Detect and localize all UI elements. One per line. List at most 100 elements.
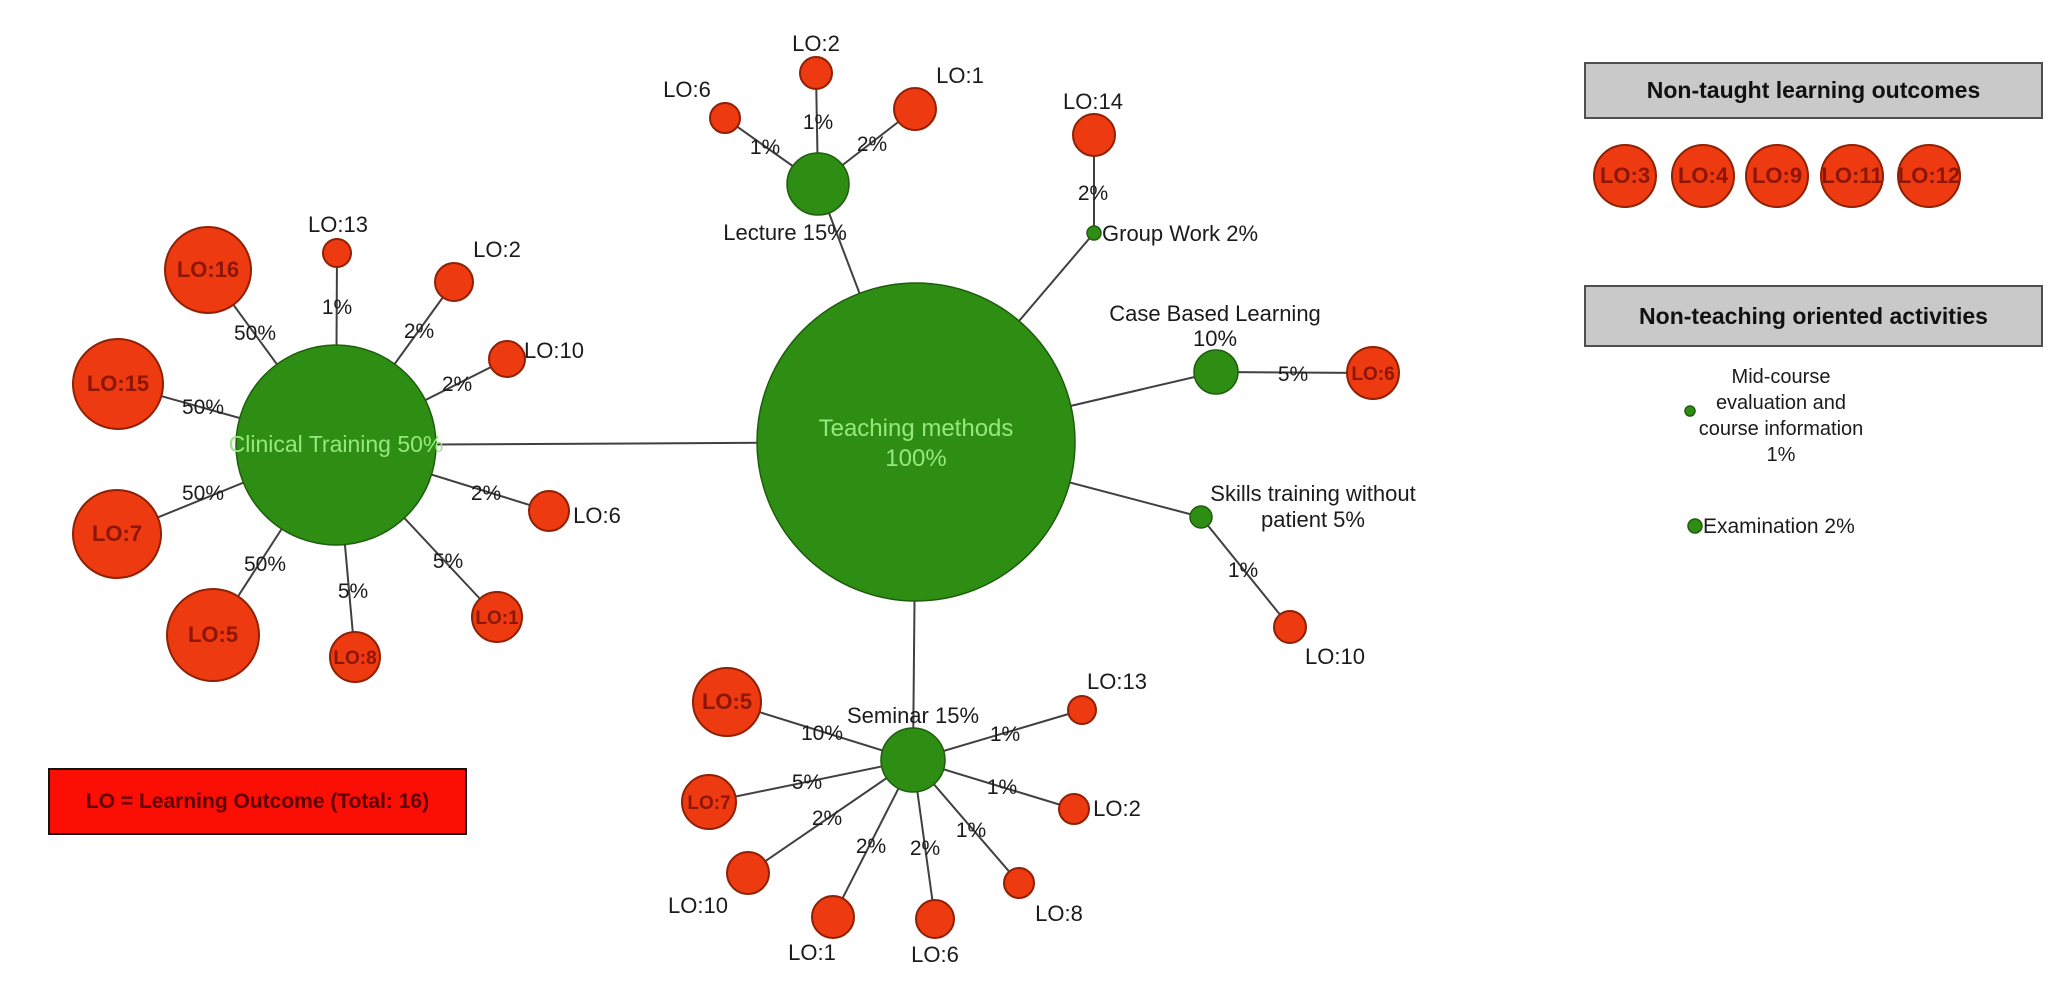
edge-percent-label-27: 1% [956, 819, 986, 842]
examination-label: Examination 2% [1703, 515, 1855, 538]
lecture-lo1-node [893, 87, 937, 131]
group-work-label: Group Work 2% [1102, 221, 1258, 246]
clinical-lo1-label: LO:1 [475, 608, 519, 629]
edge-percent-label-14: 2% [857, 133, 887, 156]
edge-23 [708, 759, 914, 803]
seminar-lo10-label: LO:10 [668, 893, 728, 918]
edge-percent-label-22: 10% [801, 722, 843, 745]
edge-percent-label-0: 50% [234, 322, 276, 345]
seminar-lo7-label: LO:7 [687, 793, 730, 814]
clinical-lo6-node [528, 490, 570, 532]
teaching-methods-node [756, 282, 1076, 602]
lecture-label: Lecture 15% [723, 220, 847, 245]
seminar-lo5-label: LO:5 [702, 689, 752, 714]
clinical-lo5-node [166, 588, 260, 682]
mid-course-label-line-2: course information [1699, 418, 1864, 440]
edge-percent-label-13: 1% [803, 111, 833, 134]
clinical-lo7-node [72, 489, 162, 579]
clinical-training-label: Clinical Training 50% [229, 431, 444, 457]
legend-box: LO = Learning Outcome (Total: 16) [48, 768, 467, 835]
edge-20 [1200, 516, 1291, 628]
edge-percent-label-4: 2% [442, 373, 472, 396]
seminar-node [880, 727, 946, 793]
clinical-lo15-label: LO:15 [87, 371, 149, 396]
clinical-lo2-node [434, 262, 474, 302]
case-based-lo6-label: LO:6 [1351, 364, 1394, 385]
nontaught-lo3-label: LO:3 [1600, 163, 1650, 188]
mid-course-label-line-3: 1% [1767, 444, 1796, 466]
mid-course-dot-node [1684, 405, 1696, 417]
edge-percent-label-18: 5% [1278, 363, 1308, 386]
edge-percent-label-25: 2% [856, 835, 886, 858]
clinical-lo2-label: LO:2 [473, 237, 521, 262]
lecture-lo2-node [799, 56, 833, 90]
seminar-lo10-node [726, 851, 770, 895]
nontaught-lo4-node [1671, 144, 1735, 208]
edge-percent-label-26: 2% [910, 837, 940, 860]
edge-percent-label-28: 1% [987, 776, 1017, 799]
edge-percent-label-8: 5% [338, 580, 368, 603]
edge-percent-label-6: 2% [471, 482, 501, 505]
edge-percent-label-23: 5% [792, 771, 822, 794]
seminar-lo5-node [692, 667, 762, 737]
seminar-lo8-label: LO:8 [1035, 901, 1083, 926]
nontaught-lo9-label: LO:9 [1752, 163, 1802, 188]
group-work-lo14-node [1072, 113, 1116, 157]
edge-percent-label-12: 1% [750, 136, 780, 159]
clinical-lo13-node [322, 238, 352, 268]
seminar-label: Seminar 15% [847, 703, 979, 728]
lecture-node [786, 152, 850, 216]
nontaught-lo3-node [1593, 144, 1657, 208]
edge-percent-label-1: 1% [322, 296, 352, 319]
seminar-lo13-label: LO:13 [1087, 669, 1147, 694]
edge-percent-label-3: 50% [182, 396, 224, 419]
skills-lo10-node [1273, 610, 1307, 644]
seminar-lo8-node [1003, 867, 1035, 899]
seminar-lo13-node [1067, 695, 1097, 725]
examination-dot-node [1687, 518, 1703, 534]
clinical-lo1-node [471, 591, 523, 643]
teaching-methods-label-line-1: 100% [885, 445, 946, 472]
edge-percent-label-29: 1% [990, 723, 1020, 746]
nontaught-lo11-node [1820, 144, 1884, 208]
nontaught-lo12-label: LO:12 [1898, 163, 1960, 188]
edge-24 [747, 759, 914, 874]
edge-percent-label-2: 2% [404, 320, 434, 343]
case-based-label-line-0: Case Based Learning [1109, 301, 1321, 326]
seminar-lo6-label: LO:6 [911, 942, 959, 967]
mid-course-label-line-1: evaluation and [1716, 392, 1846, 414]
nontaught-lo12-node [1897, 144, 1961, 208]
nontaught-lo9-node [1745, 144, 1809, 208]
skills-training-node [1189, 505, 1213, 529]
case-based-label-line-1: 10% [1193, 326, 1237, 351]
seminar-lo2-node [1058, 793, 1090, 825]
edge-percent-label-16: 2% [1078, 182, 1108, 205]
nontaught-lo11-label: LO:11 [1821, 163, 1882, 188]
clinical-lo7-label: LO:7 [92, 521, 142, 546]
lecture-lo6-label: LO:6 [663, 77, 711, 102]
clinical-lo8-node [329, 631, 381, 683]
lecture-lo1-label: LO:1 [936, 63, 984, 88]
clinical-lo6-label: LO:6 [573, 503, 621, 528]
clinical-lo13-label: LO:13 [308, 212, 368, 237]
clinical-lo15-node [72, 338, 164, 430]
skills-label-line-0: Skills training without [1210, 481, 1415, 506]
edge-percent-label-20: 1% [1228, 559, 1258, 582]
clinical-lo16-label: LO:16 [177, 257, 239, 282]
seminar-lo7-node [681, 774, 737, 830]
case-based-learning-node [1193, 349, 1239, 395]
seminar-lo1-node [811, 895, 855, 939]
skills-label-line-1: patient 5% [1261, 507, 1365, 532]
seminar-lo2-label: LO:2 [1093, 796, 1141, 821]
mid-course-label-line-0: Mid-course [1732, 366, 1831, 388]
teaching-methods-label-line-0: Teaching methods [819, 415, 1014, 442]
edge-percent-label-9: 5% [433, 550, 463, 573]
lecture-lo2-label: LO:2 [792, 31, 840, 56]
clinical-lo8-label: LO:8 [333, 648, 376, 669]
nontaught-lo4-label: LO:4 [1678, 163, 1729, 188]
clinical-lo10-label: LO:10 [524, 338, 584, 363]
seminar-lo1-label: LO:1 [788, 940, 836, 965]
lecture-lo6-node [709, 102, 741, 134]
